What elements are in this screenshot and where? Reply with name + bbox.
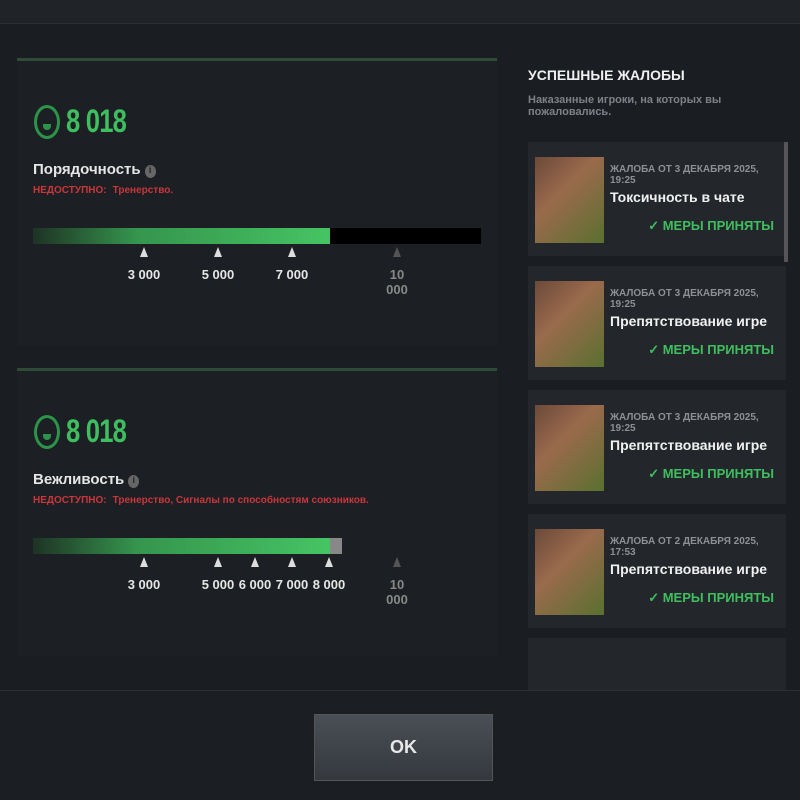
max-tick-label: 10 000 bbox=[385, 244, 409, 297]
stat-name: Порядочность i bbox=[33, 161, 156, 178]
report-card[interactable]: ЖАЛОБА ОТ 3 ДЕКАБРЯ 2025, 19:25 Токсичнос… bbox=[528, 142, 786, 260]
hero-portrait bbox=[535, 405, 604, 491]
tick-label: 3 000 bbox=[114, 244, 174, 282]
hero-portrait bbox=[535, 281, 604, 367]
reports-list: ЖАЛОБА ОТ 3 ДЕКАБРЯ 2025, 19:25 Токсичнос… bbox=[528, 142, 790, 690]
hero-portrait bbox=[535, 529, 604, 615]
tick-label: 7 000 bbox=[262, 244, 322, 282]
reports-title: УСПЕШНЫЕ ЖАЛОБЫ bbox=[528, 67, 685, 83]
info-icon[interactable]: i bbox=[128, 475, 140, 488]
progress-fill bbox=[33, 538, 330, 554]
report-card[interactable]: ЖАЛОБА ОТ 2 ДЕКАБРЯ 2025, 17:53 Препятств… bbox=[528, 514, 786, 632]
progress-bar bbox=[33, 538, 342, 554]
report-date: ЖАЛОБА ОТ 3 ДЕКАБРЯ 2025, 19:25 bbox=[610, 164, 759, 186]
score-value: 8 018 bbox=[66, 103, 127, 139]
report-date: ЖАЛОБА ОТ 3 ДЕКАБРЯ 2025, 19:25 bbox=[610, 412, 759, 434]
report-status: ✓ МЕРЫ ПРИНЯТЫ bbox=[648, 590, 774, 605]
report-reason: Препятствование игре bbox=[610, 437, 768, 453]
warning-text: Тренерство. bbox=[112, 185, 174, 196]
ok-button[interactable]: OK bbox=[314, 714, 493, 781]
warning-text: Тренерство, Сигналы по способностям союз… bbox=[112, 495, 369, 506]
stat-name: Вежливость i bbox=[33, 471, 140, 488]
reports-subtitle: Наказанные игроки, на которых вы пожалов… bbox=[528, 94, 722, 118]
report-card[interactable]: ЖАЛОБА ОТ 3 ДЕКАБРЯ 2025, 19:25 Препятств… bbox=[528, 390, 786, 508]
stat-name-label: Вежливость bbox=[33, 471, 125, 488]
report-status: ✓ МЕРЫ ПРИНЯТЫ bbox=[648, 342, 774, 357]
report-date: ЖАЛОБА ОТ 3 ДЕКАБРЯ 2025, 19:25 bbox=[610, 288, 759, 310]
smiley-face-icon bbox=[34, 414, 60, 449]
score-value: 8 018 bbox=[66, 413, 127, 449]
stat-panel-conduct: 8 018 Порядочность i НЕДОСТУПНО: Тренерств… bbox=[17, 58, 497, 346]
score: 8 018 bbox=[34, 413, 141, 450]
stat-panel-politeness: 8 018 Вежливость i НЕДОСТУПНО: Тренерство,… bbox=[17, 368, 497, 656]
warning-label: НЕДОСТУПНО: bbox=[33, 495, 107, 506]
tick-label: 8 000 bbox=[299, 554, 359, 592]
report-date: ЖАЛОБА ОТ 2 ДЕКАБРЯ 2025, 17:53 bbox=[610, 536, 759, 558]
tick-label: 3 000 bbox=[114, 554, 174, 592]
max-tick-label: 10 000 bbox=[385, 554, 409, 607]
unavailable-warning: НЕДОСТУПНО: Тренерство. bbox=[33, 185, 173, 196]
report-reason: Токсичность в чате bbox=[610, 189, 745, 205]
report-card[interactable]: ЖАЛОБА ОТ 3 ДЕКАБРЯ 2025, 19:25 Препятств… bbox=[528, 266, 786, 384]
warning-label: НЕДОСТУПНО: bbox=[33, 185, 107, 196]
stat-name-label: Порядочность bbox=[33, 161, 141, 178]
hero-portrait bbox=[535, 157, 604, 243]
tick-label: 5 000 bbox=[188, 244, 248, 282]
report-status: ✓ МЕРЫ ПРИНЯТЫ bbox=[648, 218, 774, 233]
score: 8 018 bbox=[34, 103, 141, 140]
report-reason: Препятствование игре bbox=[610, 561, 768, 577]
report-reason: Препятствование игре bbox=[610, 313, 768, 329]
report-status: ✓ МЕРЫ ПРИНЯТЫ bbox=[648, 466, 774, 481]
smiley-face-icon bbox=[34, 104, 60, 139]
top-bar bbox=[0, 0, 800, 24]
info-icon[interactable]: i bbox=[144, 165, 156, 178]
progress-fill bbox=[33, 228, 330, 244]
unavailable-warning: НЕДОСТУПНО: Тренерство, Сигналы по способ… bbox=[33, 495, 369, 506]
progress-bar bbox=[33, 228, 481, 244]
report-card-partial[interactable] bbox=[528, 638, 786, 690]
reports-scrollbar[interactable] bbox=[784, 142, 788, 262]
